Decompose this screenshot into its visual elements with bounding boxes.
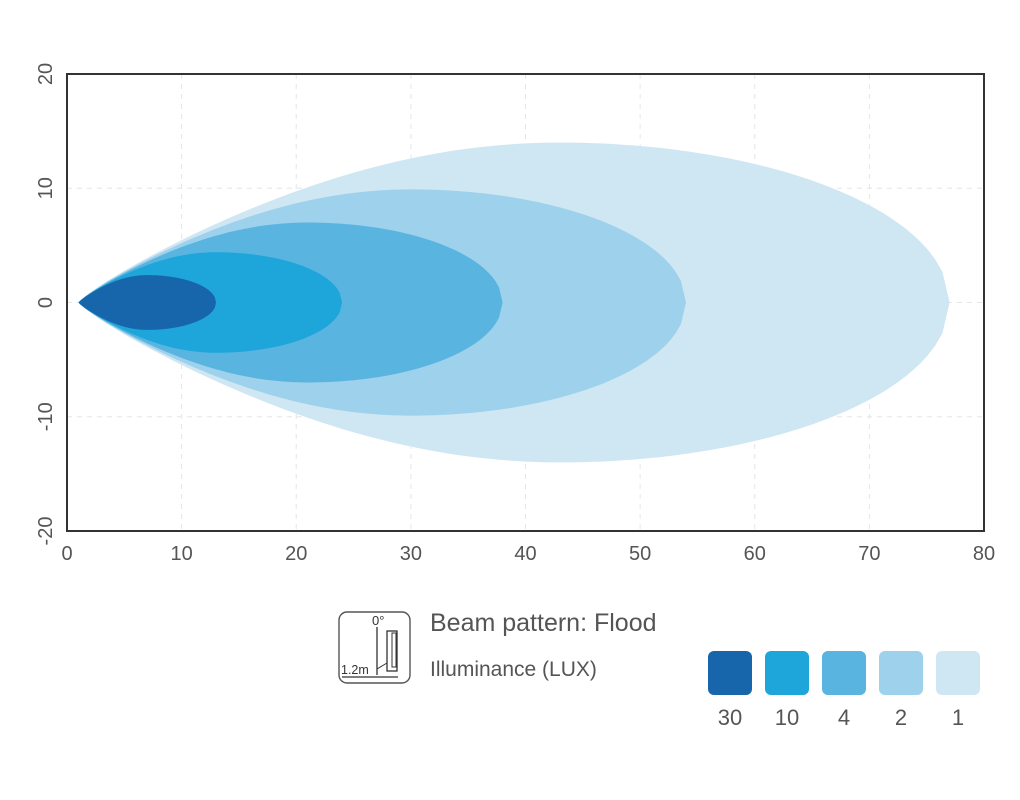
x-tick-label: 10 — [171, 543, 193, 565]
legend-item-4: 4 — [822, 651, 866, 731]
x-tick-label: 80 — [973, 543, 995, 565]
legend-label: 1 — [951, 705, 965, 730]
legend-swatch — [822, 651, 866, 695]
legend-swatch — [879, 651, 923, 695]
x-tick-label: 60 — [744, 543, 766, 565]
x-tick-label: 40 — [514, 543, 536, 565]
legend-swatch — [708, 651, 752, 695]
legend-item-30: 30 — [708, 651, 752, 731]
y-tick-label: 20 — [35, 63, 57, 85]
legend-label: 10 — [774, 705, 800, 730]
icon-height-label: 1.2m — [341, 663, 369, 677]
legend-item-2: 2 — [879, 651, 923, 731]
legend-item-1: 1 — [936, 651, 980, 731]
y-tick-label: 0 — [35, 297, 57, 308]
legend-swatches: 30 10 4 2 1 — [708, 651, 980, 731]
x-axis-ticks: 0 10 20 30 40 50 60 70 80 — [61, 543, 995, 565]
x-tick-label: 30 — [400, 543, 422, 565]
legend-label: 4 — [837, 705, 851, 730]
plot-frame — [66, 73, 985, 532]
legend-label: 30 — [717, 705, 743, 730]
y-tick-label: 10 — [35, 177, 57, 199]
illuminance-subtitle: Illuminance (LUX) — [430, 658, 597, 681]
legend-label: 2 — [894, 705, 908, 730]
legend-swatch — [936, 651, 980, 695]
beam-pattern-title: Beam pattern: Flood — [430, 609, 657, 637]
x-tick-label: 50 — [629, 543, 651, 565]
y-tick-label: -20 — [35, 517, 57, 546]
x-tick-label: 0 — [61, 543, 72, 565]
legend-swatch — [765, 651, 809, 695]
zone-30-lux — [78, 275, 216, 330]
y-tick-label: -10 — [35, 402, 57, 431]
x-tick-label: 70 — [858, 543, 880, 565]
lamp-mount-icon: 0° 1.2m — [338, 611, 412, 690]
illuminance-zones — [78, 142, 950, 463]
legend-item-10: 10 — [765, 651, 809, 731]
x-tick-label: 20 — [285, 543, 307, 565]
icon-angle-label: 0° — [372, 613, 384, 628]
beam-chart: 0 10 20 30 40 50 60 70 80 20 10 0 -10 -20 — [35, 63, 995, 565]
y-axis-ticks: 20 10 0 -10 -20 — [35, 63, 57, 546]
